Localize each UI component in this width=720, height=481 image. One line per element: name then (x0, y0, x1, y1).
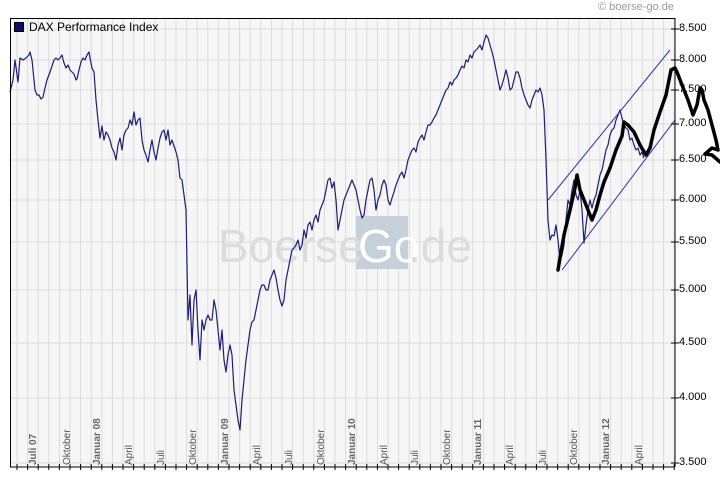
y-axis-ticks (671, 28, 679, 464)
svg-text:Go: Go (358, 220, 419, 272)
y-tick-label: 6.500 (679, 153, 707, 165)
x-tick-label: Oktober (316, 429, 327, 465)
x-tick-label: Januar 08 (92, 418, 103, 465)
x-axis-ticks (16, 464, 675, 470)
x-tick-label: Oktober (569, 429, 580, 465)
y-tick-label: 7.500 (679, 83, 707, 95)
x-tick-label: Juli (410, 449, 421, 465)
y-tick-label: 6.000 (679, 193, 707, 205)
y-tick-label: 4.000 (679, 391, 707, 403)
x-tick-label: Januar 09 (220, 418, 231, 465)
y-tick-label: 8.000 (679, 53, 707, 65)
x-tick-label: Oktober (188, 429, 199, 465)
trend-channel-upper (547, 49, 671, 201)
y-tick-label: 5.000 (679, 283, 707, 295)
x-tick-label: Juli (284, 449, 295, 465)
svg-text:Boerse: Boerse (218, 220, 364, 272)
legend-label: DAX Performance Index (29, 20, 159, 34)
x-tick-label: Juli 07 (28, 433, 39, 465)
y-tick-label: 7.000 (679, 117, 707, 129)
x-tick-label: Oktober (62, 429, 73, 465)
x-tick-label: April (634, 444, 645, 465)
copyright-text: © boerse-go.de (598, 1, 674, 13)
x-tick-label: April (379, 444, 390, 465)
x-tick-label: Januar 11 (473, 418, 484, 465)
legend: DAX Performance Index (14, 20, 158, 34)
hand-drawn-projection (556, 66, 720, 272)
dax-price-line (9, 34, 645, 431)
svg-text:.de: .de (408, 220, 472, 272)
legend-swatch-icon (14, 22, 24, 32)
x-tick-label: April (252, 444, 263, 465)
y-tick-label: 3.500 (679, 456, 707, 468)
x-tick-label: Januar 10 (347, 418, 358, 465)
y-tick-label: 4.500 (679, 336, 707, 348)
x-tick-label: April (124, 444, 135, 465)
x-tick-label: Januar 12 (601, 418, 612, 465)
y-tick-label: 8.500 (679, 22, 707, 34)
watermark: Boerse Go .de (218, 216, 472, 272)
x-tick-label: Oktober (442, 429, 453, 465)
x-tick-label: Juli (538, 449, 549, 465)
trend-channel-lower (561, 119, 676, 271)
x-tick-label: April (505, 444, 516, 465)
y-tick-label: 5.500 (679, 235, 707, 247)
x-tick-label: Juli (156, 449, 167, 465)
